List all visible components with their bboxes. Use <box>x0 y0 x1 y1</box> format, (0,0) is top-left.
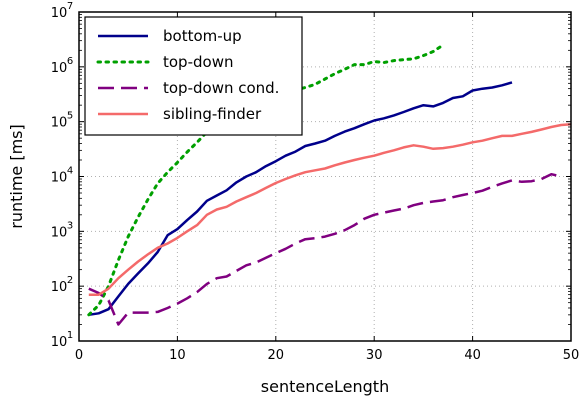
legend-label: sibling-finder <box>163 105 262 123</box>
y-tick-exponent: 1 <box>67 330 73 341</box>
x-tick-label: 0 <box>75 348 83 363</box>
x-tick-label: 30 <box>366 348 383 363</box>
legend-label: top-down <box>163 53 233 71</box>
legend-label: bottom-up <box>163 27 242 45</box>
y-tick-label: 10 <box>51 171 68 186</box>
y-tick-label: 10 <box>51 116 68 131</box>
y-tick-exponent: 5 <box>67 111 73 122</box>
y-tick-label: 10 <box>51 6 68 21</box>
x-axis-label: sentenceLength <box>261 377 389 396</box>
x-tick-label: 50 <box>563 348 580 363</box>
grid <box>79 12 571 341</box>
y-tick-label: 10 <box>51 280 68 295</box>
y-tick-exponent: 2 <box>67 275 73 286</box>
series-layer <box>87 43 572 326</box>
y-tick-label: 10 <box>51 225 68 240</box>
y-tick-exponent: 6 <box>67 56 73 67</box>
x-tick-label: 10 <box>169 348 186 363</box>
x-tick-label: 40 <box>464 348 481 363</box>
legend-label: top-down cond. <box>163 79 279 97</box>
x-tick-label: 20 <box>268 348 285 363</box>
legend: bottom-up top-down top-down cond. sibling-f… <box>84 16 303 136</box>
y-tick-exponent: 7 <box>67 1 73 12</box>
y-tick-exponent: 4 <box>67 166 73 177</box>
y-tick-label: 10 <box>51 335 68 350</box>
y-axis-label: runtime [ms] <box>7 124 26 229</box>
y-tick-label: 10 <box>51 61 68 76</box>
series-line-bottom-up <box>88 81 513 317</box>
y-tick-exponent: 3 <box>67 220 73 231</box>
series-line-top-down-cond- <box>88 172 562 326</box>
series-line-sibling-finder <box>88 122 572 296</box>
